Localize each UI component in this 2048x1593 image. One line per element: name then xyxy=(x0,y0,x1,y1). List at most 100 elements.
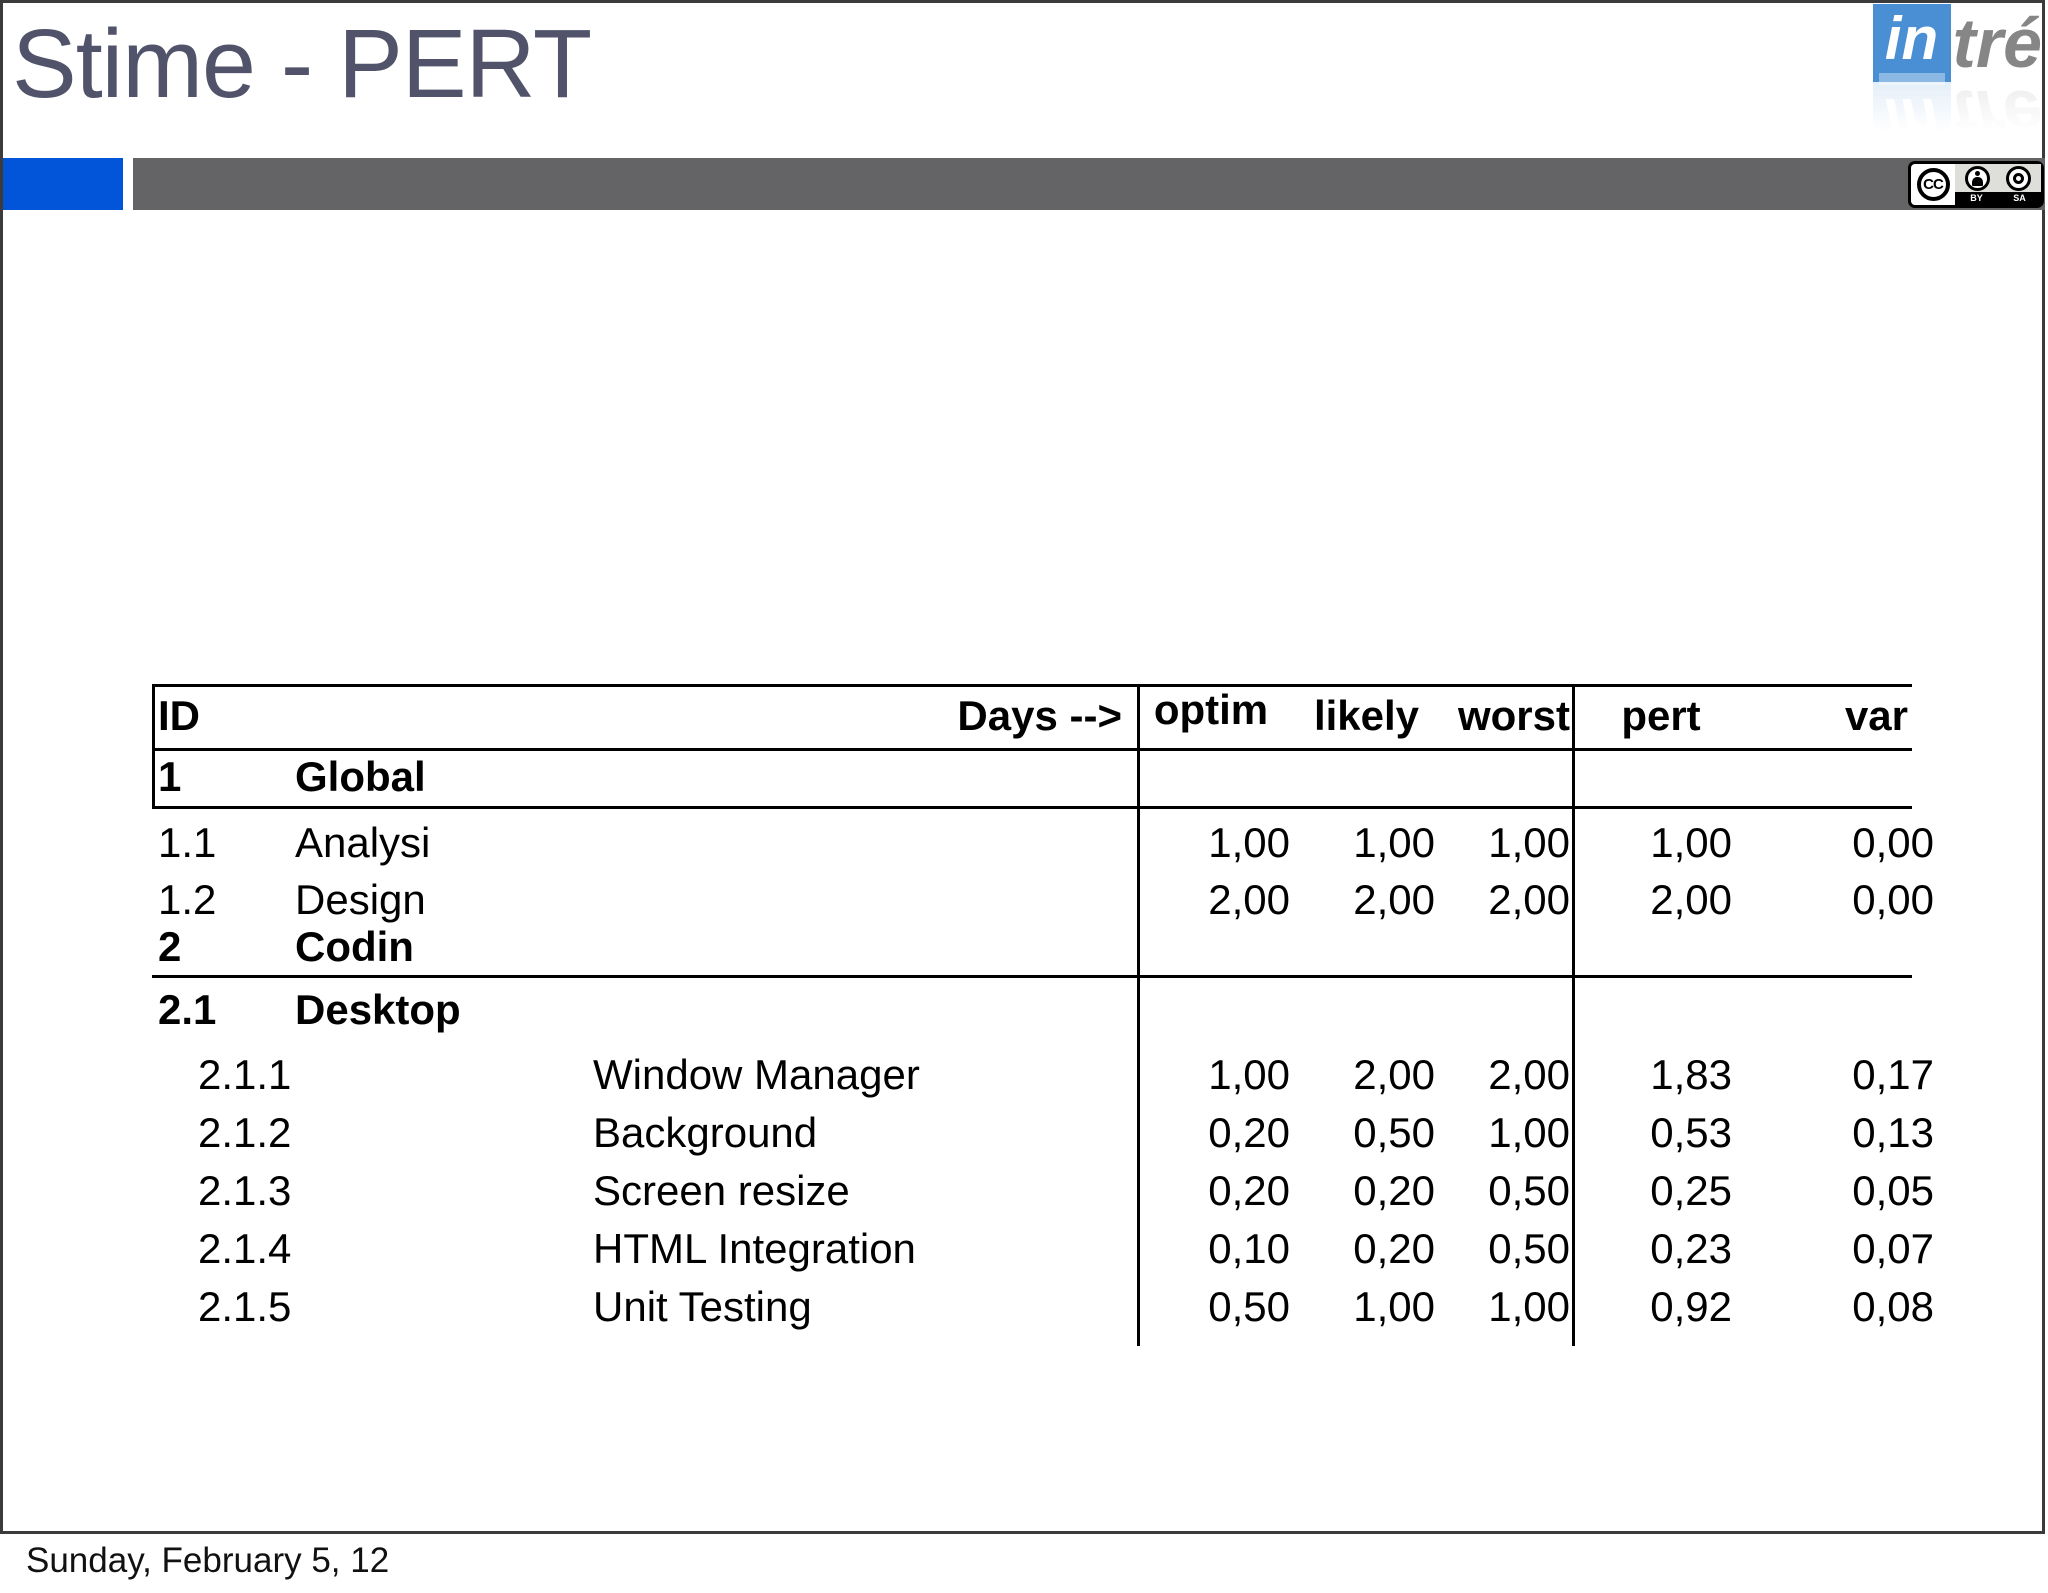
logo-in-text: in xyxy=(1884,5,1939,72)
accent-bar-blue xyxy=(3,158,123,210)
table-row: 2.1.1 Window Manager 1,00 2,00 2,00 1,83 0,17 xyxy=(152,1046,1934,1104)
row-id: 2.1.4 xyxy=(198,1225,292,1272)
value-optim: 0,10 xyxy=(1208,1225,1290,1272)
value-likely: 1,00 xyxy=(1353,1283,1435,1330)
value-pert: 2,00 xyxy=(1650,876,1732,923)
task-name: Background xyxy=(593,1109,818,1156)
value-likely: 0,50 xyxy=(1353,1109,1435,1156)
value-worst: 2,00 xyxy=(1488,1051,1570,1098)
task-name: Screen resize xyxy=(593,1167,850,1214)
table-row: 1.2 Design 2,00 2,00 2,00 2,00 0,00 xyxy=(152,871,1934,929)
value-pert: 0,23 xyxy=(1650,1225,1732,1272)
logo-tagline-strip xyxy=(1878,73,1945,82)
row-id: 2.1.2 xyxy=(198,1109,292,1156)
task-name: Global xyxy=(295,753,426,800)
cc-by-icon xyxy=(1965,165,1990,191)
intre-logo-text: in tré xyxy=(1842,4,2042,82)
table-row: 2.1.4 HTML Integration 0,10 0,20 0,50 0,23 0,0… xyxy=(152,1220,1934,1278)
value-var: 0,13 xyxy=(1852,1109,1934,1156)
value-optim: 0,20 xyxy=(1208,1167,1290,1214)
logo-tre-text: tré xyxy=(1952,4,2042,82)
logo-blue-block: in xyxy=(1872,4,1951,82)
value-likely: 2,00 xyxy=(1353,876,1435,923)
header-worst: worst xyxy=(1457,692,1570,739)
slide-title: Stime - PERT xyxy=(12,9,592,118)
task-name: Analysi xyxy=(295,819,431,866)
value-optim: 1,00 xyxy=(1208,1051,1290,1098)
header-var: var xyxy=(1844,692,1908,739)
task-name: Desktop xyxy=(295,986,461,1033)
task-name: Codin xyxy=(295,923,414,970)
pert-table: ID Days --> optim likely worst pert var … xyxy=(152,684,1934,1352)
row-id: 2 xyxy=(158,923,182,970)
header-days: Days --> xyxy=(957,692,1122,739)
table-divider-days xyxy=(1137,684,1140,1346)
cc-license-badge: CC BY SA xyxy=(1908,161,2044,208)
slide-date: Sunday, February 5, 12 xyxy=(26,1541,390,1580)
header-likely: likely xyxy=(1313,692,1420,739)
cc-license-labels: BY SA xyxy=(1955,192,2041,205)
value-optim: 0,20 xyxy=(1208,1109,1290,1156)
value-likely: 1,00 xyxy=(1353,819,1435,866)
cc-sa-icon xyxy=(2006,165,2031,191)
value-likely: 0,20 xyxy=(1353,1225,1435,1272)
table-row: 2 Codin xyxy=(152,918,1912,976)
table-divider-pert xyxy=(1572,684,1575,1346)
table-row: 1.1 Analysi 1,00 1,00 1,00 1,00 0,00 xyxy=(152,814,1934,872)
header-id: ID xyxy=(158,692,200,739)
task-name: Unit Testing xyxy=(593,1283,812,1330)
task-name: HTML Integration xyxy=(593,1225,916,1272)
value-var: 0,08 xyxy=(1852,1283,1934,1330)
row-id: 2.1.3 xyxy=(198,1167,292,1214)
value-pert: 1,00 xyxy=(1650,819,1732,866)
value-var: 0,05 xyxy=(1852,1167,1934,1214)
value-worst: 2,00 xyxy=(1488,876,1570,923)
value-worst: 1,00 xyxy=(1488,819,1570,866)
row-id: 1.2 xyxy=(158,876,217,923)
accent-bar-gray xyxy=(133,158,2045,210)
table-row: 2.1.2 Background 0,20 0,50 1,00 0,53 0,13 xyxy=(152,1104,1934,1162)
value-pert: 1,83 xyxy=(1650,1051,1732,1098)
table-line-section1 xyxy=(152,806,1912,809)
table-line-top xyxy=(152,684,1912,687)
value-var: 0,00 xyxy=(1852,819,1934,866)
cc-by-label: BY xyxy=(1970,193,1983,203)
logo-reflection: in tré xyxy=(1842,76,2042,154)
table-header-row: ID Days --> optim likely worst pert var xyxy=(152,686,1912,745)
table-line-header-bottom xyxy=(152,748,1912,751)
task-name: Window Manager xyxy=(593,1051,920,1098)
value-worst: 1,00 xyxy=(1488,1109,1570,1156)
value-worst: 0,50 xyxy=(1488,1225,1570,1272)
row-id: 1 xyxy=(158,753,182,800)
value-likely: 0,20 xyxy=(1353,1167,1435,1214)
header-pert: pert xyxy=(1621,692,1701,739)
table-row: 1 Global xyxy=(152,748,1912,806)
header-optim: optim xyxy=(1153,686,1269,733)
table-row: 2.1.5 Unit Testing 0,50 1,00 1,00 0,92 0,08 xyxy=(152,1278,1934,1336)
value-optim: 1,00 xyxy=(1208,819,1290,866)
value-var: 0,07 xyxy=(1852,1225,1934,1272)
task-name: Design xyxy=(295,876,426,923)
value-optim: 2,00 xyxy=(1208,876,1290,923)
value-pert: 0,92 xyxy=(1650,1283,1732,1330)
table-row: 2.1 Desktop xyxy=(152,981,1912,1039)
table-row: 2.1.3 Screen resize 0,20 0,20 0,50 0,25 0,05 xyxy=(152,1162,1934,1220)
row-id: 2.1 xyxy=(158,986,217,1033)
value-var: 0,00 xyxy=(1852,876,1934,923)
cc-logo-icon: CC xyxy=(1911,164,1955,205)
value-worst: 0,50 xyxy=(1488,1167,1570,1214)
row-id: 1.1 xyxy=(158,819,217,866)
value-var: 0,17 xyxy=(1852,1051,1934,1098)
value-optim: 0,50 xyxy=(1208,1283,1290,1330)
table-line-section2 xyxy=(152,975,1912,978)
row-id: 2.1.5 xyxy=(198,1283,292,1330)
value-pert: 0,53 xyxy=(1650,1109,1732,1156)
row-id: 2.1.1 xyxy=(198,1051,292,1098)
intre-logo: in tré in tré xyxy=(1842,4,2042,154)
value-pert: 0,25 xyxy=(1650,1167,1732,1214)
value-worst: 1,00 xyxy=(1488,1283,1570,1330)
value-likely: 2,00 xyxy=(1353,1051,1435,1098)
cc-sa-label: SA xyxy=(2013,193,2026,203)
table-line-left xyxy=(152,684,155,809)
